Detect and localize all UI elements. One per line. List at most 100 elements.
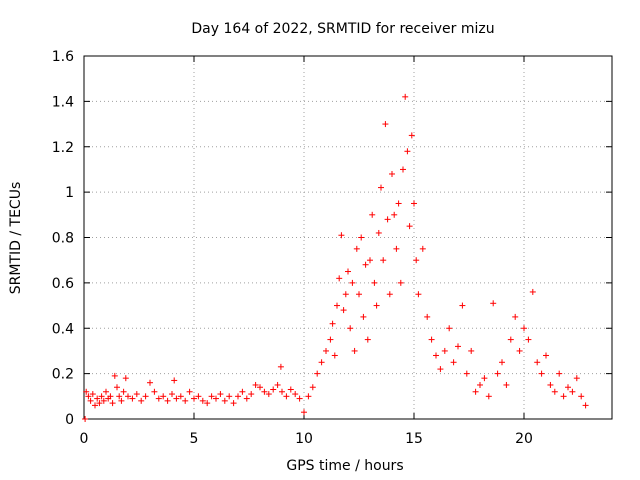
data-point xyxy=(122,375,129,382)
data-point xyxy=(360,313,367,320)
data-point xyxy=(243,395,250,402)
data-point xyxy=(270,386,277,393)
data-point xyxy=(89,391,96,398)
data-point xyxy=(151,388,158,395)
y-tick-label: 1.2 xyxy=(52,140,74,156)
data-point xyxy=(437,366,444,373)
data-point xyxy=(87,397,94,404)
data-point xyxy=(283,393,290,400)
data-point xyxy=(334,302,340,309)
x-axis-title: GPS time / hours xyxy=(286,458,403,474)
data-point xyxy=(400,166,406,173)
data-point xyxy=(369,211,376,218)
data-point xyxy=(329,320,336,327)
data-point xyxy=(490,300,497,307)
data-point xyxy=(582,402,589,409)
data-point xyxy=(395,200,402,207)
data-point xyxy=(349,279,356,286)
data-point xyxy=(331,352,338,359)
data-point xyxy=(169,391,175,398)
y-tick-label: 0 xyxy=(65,412,74,428)
data-point xyxy=(463,370,470,377)
data-point xyxy=(411,200,417,207)
data-point xyxy=(389,170,395,177)
data-point xyxy=(356,291,362,298)
data-point xyxy=(204,400,211,407)
data-point xyxy=(413,257,420,264)
data-point xyxy=(129,395,136,402)
data-point xyxy=(569,388,576,395)
data-point xyxy=(560,393,567,400)
data-point xyxy=(226,393,233,400)
data-point xyxy=(375,229,382,236)
data-point xyxy=(155,395,162,402)
data-point xyxy=(386,291,393,298)
data-point xyxy=(252,381,259,388)
data-point xyxy=(364,336,371,343)
data-point xyxy=(182,397,189,404)
data-point xyxy=(441,347,448,354)
data-point xyxy=(525,336,532,343)
data-point xyxy=(406,223,413,230)
data-point xyxy=(142,393,149,400)
data-point xyxy=(380,257,387,264)
data-point xyxy=(367,257,373,264)
data-point xyxy=(507,336,514,343)
y-tick-label: 0.4 xyxy=(52,321,74,337)
data-point xyxy=(433,352,439,359)
data-point xyxy=(529,288,536,295)
data-point xyxy=(261,388,268,395)
data-point xyxy=(503,381,510,388)
axis-ticks xyxy=(83,55,612,420)
y-axis-title: SRMTID / TECUs xyxy=(8,182,24,295)
data-point xyxy=(239,388,246,395)
data-point xyxy=(450,359,457,366)
x-tick-label: 5 xyxy=(190,431,199,447)
data-point xyxy=(160,393,167,400)
data-point xyxy=(382,121,389,128)
data-point xyxy=(217,391,224,398)
y-tick-label: 0.2 xyxy=(52,367,74,383)
data-point xyxy=(309,384,316,391)
data-point xyxy=(171,377,178,384)
data-point xyxy=(378,184,384,191)
data-points xyxy=(82,93,589,422)
data-point xyxy=(472,388,479,395)
data-point xyxy=(235,393,241,400)
data-point xyxy=(459,302,466,309)
data-point xyxy=(318,359,325,366)
data-point xyxy=(265,391,272,398)
data-point xyxy=(274,381,281,388)
data-point xyxy=(371,279,378,286)
data-point xyxy=(347,325,354,332)
data-point xyxy=(186,388,193,395)
data-point xyxy=(96,400,103,407)
data-point xyxy=(292,391,299,398)
data-point xyxy=(287,386,294,393)
y-tick-label: 1 xyxy=(65,185,74,201)
data-point xyxy=(547,381,554,388)
data-point xyxy=(516,347,523,354)
tick-labels: 0 5 10 15 20 0 0.2 0.4 0.6 0.8 1 1.2 1.4 1.6 xyxy=(52,49,533,447)
data-point xyxy=(336,275,343,282)
data-point xyxy=(551,388,558,395)
data-point xyxy=(301,409,307,416)
data-point xyxy=(257,384,263,391)
data-point xyxy=(353,245,360,252)
data-point xyxy=(499,359,505,366)
data-point xyxy=(327,336,334,343)
data-point xyxy=(362,261,369,268)
data-point xyxy=(296,395,303,402)
data-point xyxy=(345,268,351,275)
data-point xyxy=(468,347,475,354)
data-point xyxy=(397,279,404,286)
data-point xyxy=(565,384,571,391)
data-point xyxy=(100,397,107,404)
data-point xyxy=(177,393,184,400)
data-point xyxy=(393,245,400,252)
data-point xyxy=(534,359,541,366)
data-point xyxy=(485,393,492,400)
data-point xyxy=(83,388,90,395)
data-point xyxy=(538,370,545,377)
